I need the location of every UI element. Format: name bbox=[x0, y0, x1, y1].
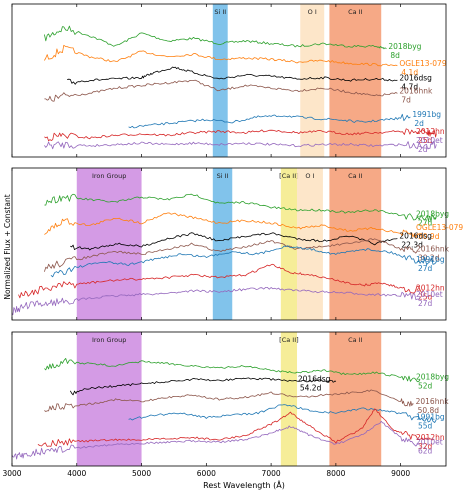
series-name-label: 2016dsg bbox=[399, 73, 432, 82]
band-label: Iron Group bbox=[92, 336, 126, 344]
series-name-label: 1991bg bbox=[416, 255, 445, 264]
band-1-3 bbox=[329, 4, 382, 157]
series-name-label: 2016hnk bbox=[399, 86, 433, 95]
series-line-1-6 bbox=[44, 128, 437, 142]
series-phase-label: 50.8d bbox=[418, 406, 440, 415]
series-phase-label: 30.9d bbox=[418, 232, 440, 241]
panel-2: Iron Group Si II [Ca II] O I Ca II2018byg27d… bbox=[11, 167, 463, 321]
series-phase-label: 4.1d bbox=[401, 68, 418, 77]
series-name-label: 2016dsg bbox=[399, 232, 432, 241]
series-line-1-1 bbox=[44, 25, 387, 50]
x-tick-label: 8000 bbox=[326, 469, 345, 478]
band-label: [Ca II] bbox=[279, 172, 299, 180]
series-phase-label: 32d bbox=[418, 442, 433, 451]
series-line-2-1 bbox=[44, 193, 437, 222]
series-phase-label: 62d bbox=[418, 446, 433, 455]
panel-3: Iron Group [Ca II] Ca II2018byg52d2016dsg5… bbox=[11, 331, 450, 467]
band-label: [Ca II] bbox=[279, 336, 299, 344]
series-name-label: 2016hnk bbox=[416, 397, 450, 406]
series-phase-label: 30.2d bbox=[418, 254, 440, 263]
series-name-label: 2012hn bbox=[416, 284, 445, 293]
panel-frame bbox=[11, 167, 447, 321]
series-name-label: 2018byg bbox=[416, 372, 449, 381]
x-axis-label: Rest Wavelength (Å) bbox=[203, 479, 285, 490]
band-1-1 bbox=[212, 4, 228, 157]
series-name-label: 2016hnk bbox=[416, 245, 450, 254]
band-2-1 bbox=[76, 168, 142, 320]
series-phase-label: 54.2d bbox=[300, 384, 322, 393]
series-name-label: 2018byg bbox=[416, 210, 449, 219]
series-phase-label: 55d bbox=[418, 422, 433, 431]
series-line-2-7 bbox=[11, 286, 421, 316]
series-phase-label: 22.3d bbox=[401, 241, 423, 250]
series-name-label: 2018byg bbox=[388, 42, 421, 51]
series-line-2-6 bbox=[18, 263, 424, 299]
series-line-3-2 bbox=[69, 377, 337, 396]
series-name-label: 2010et bbox=[416, 290, 443, 299]
x-tick-label: 4000 bbox=[67, 469, 86, 478]
series-name-label: 2010et bbox=[416, 136, 443, 145]
series-name-label: 1991bg bbox=[416, 413, 445, 422]
panel-frame bbox=[11, 3, 447, 158]
band-2-4 bbox=[297, 168, 323, 320]
series-line-1-3 bbox=[67, 66, 398, 85]
series-name-label: 2016dsg bbox=[298, 375, 331, 384]
x-tick-label: 6000 bbox=[197, 469, 216, 478]
x-tick-label: 9000 bbox=[391, 469, 410, 478]
band-label: Si II bbox=[217, 172, 229, 180]
series-phase-label: 25d bbox=[418, 136, 433, 145]
series-phase-label: 27d bbox=[418, 219, 433, 228]
series-name-label: OGLE13-079 bbox=[416, 223, 463, 232]
series-phase-label: 7d bbox=[401, 95, 411, 104]
series-line-1-2 bbox=[44, 44, 398, 67]
series-name-label: OGLE13-079 bbox=[399, 59, 446, 68]
series-phase-label: 25d bbox=[418, 293, 433, 302]
band-label: Ca II bbox=[348, 172, 363, 180]
series-line-1-4 bbox=[44, 79, 398, 102]
band-3-3 bbox=[329, 332, 382, 466]
series-line-2-3 bbox=[70, 232, 398, 251]
x-axis: 3000 4000 5000 6000 7000 8000 9000 bbox=[2, 469, 410, 478]
series-line-2-2 bbox=[44, 212, 421, 239]
band-2-2 bbox=[212, 168, 233, 320]
band-2-3 bbox=[280, 168, 298, 320]
series-phase-label: 8d bbox=[390, 51, 400, 60]
x-tick-label: 7000 bbox=[262, 469, 281, 478]
band-label: Ca II bbox=[348, 8, 363, 16]
panel-frame bbox=[11, 331, 447, 467]
series-phase-label: 2d bbox=[414, 119, 424, 128]
series-name-label: 2012hn bbox=[416, 127, 445, 136]
band-1-2 bbox=[300, 4, 325, 157]
series-line-1-5 bbox=[128, 113, 411, 129]
series-phase-label: 27d bbox=[418, 264, 433, 273]
series-line-3-1 bbox=[44, 357, 421, 383]
band-label: Ca II bbox=[348, 336, 363, 344]
band-label: O I bbox=[305, 172, 314, 180]
x-tick-label: 5000 bbox=[132, 469, 151, 478]
y-axis-label: Normalized Flux + Constant bbox=[3, 194, 12, 299]
series-line-2-5 bbox=[50, 245, 437, 278]
band-3-1 bbox=[76, 332, 142, 466]
series-phase-label: 4.7d bbox=[401, 82, 418, 91]
band-label: O I bbox=[308, 8, 317, 16]
series-line-3-6 bbox=[11, 420, 421, 460]
band-3-2 bbox=[280, 332, 298, 466]
panel-1: Si II O I Ca II2018byg8dOGLE13-0794.1d2016… bbox=[11, 3, 447, 158]
band-label: Si II bbox=[214, 8, 226, 16]
band-label: Iron Group bbox=[92, 172, 126, 180]
x-tick-label: 3000 bbox=[2, 469, 21, 478]
series-line-3-3 bbox=[44, 389, 414, 412]
series-phase-label: 52d bbox=[418, 381, 433, 390]
series-line-1-7 bbox=[44, 140, 437, 150]
series-phase-label: 2d bbox=[418, 145, 428, 154]
series-line-3-4 bbox=[128, 404, 437, 423]
series-line-2-4 bbox=[44, 238, 418, 272]
series-phase-label: 27d bbox=[418, 299, 433, 308]
series-name-label: 2012hn bbox=[416, 433, 445, 442]
series-line-3-5 bbox=[37, 408, 434, 447]
series-name-label: 2010et bbox=[416, 437, 443, 446]
series-name-label: 1991bg bbox=[412, 110, 441, 119]
